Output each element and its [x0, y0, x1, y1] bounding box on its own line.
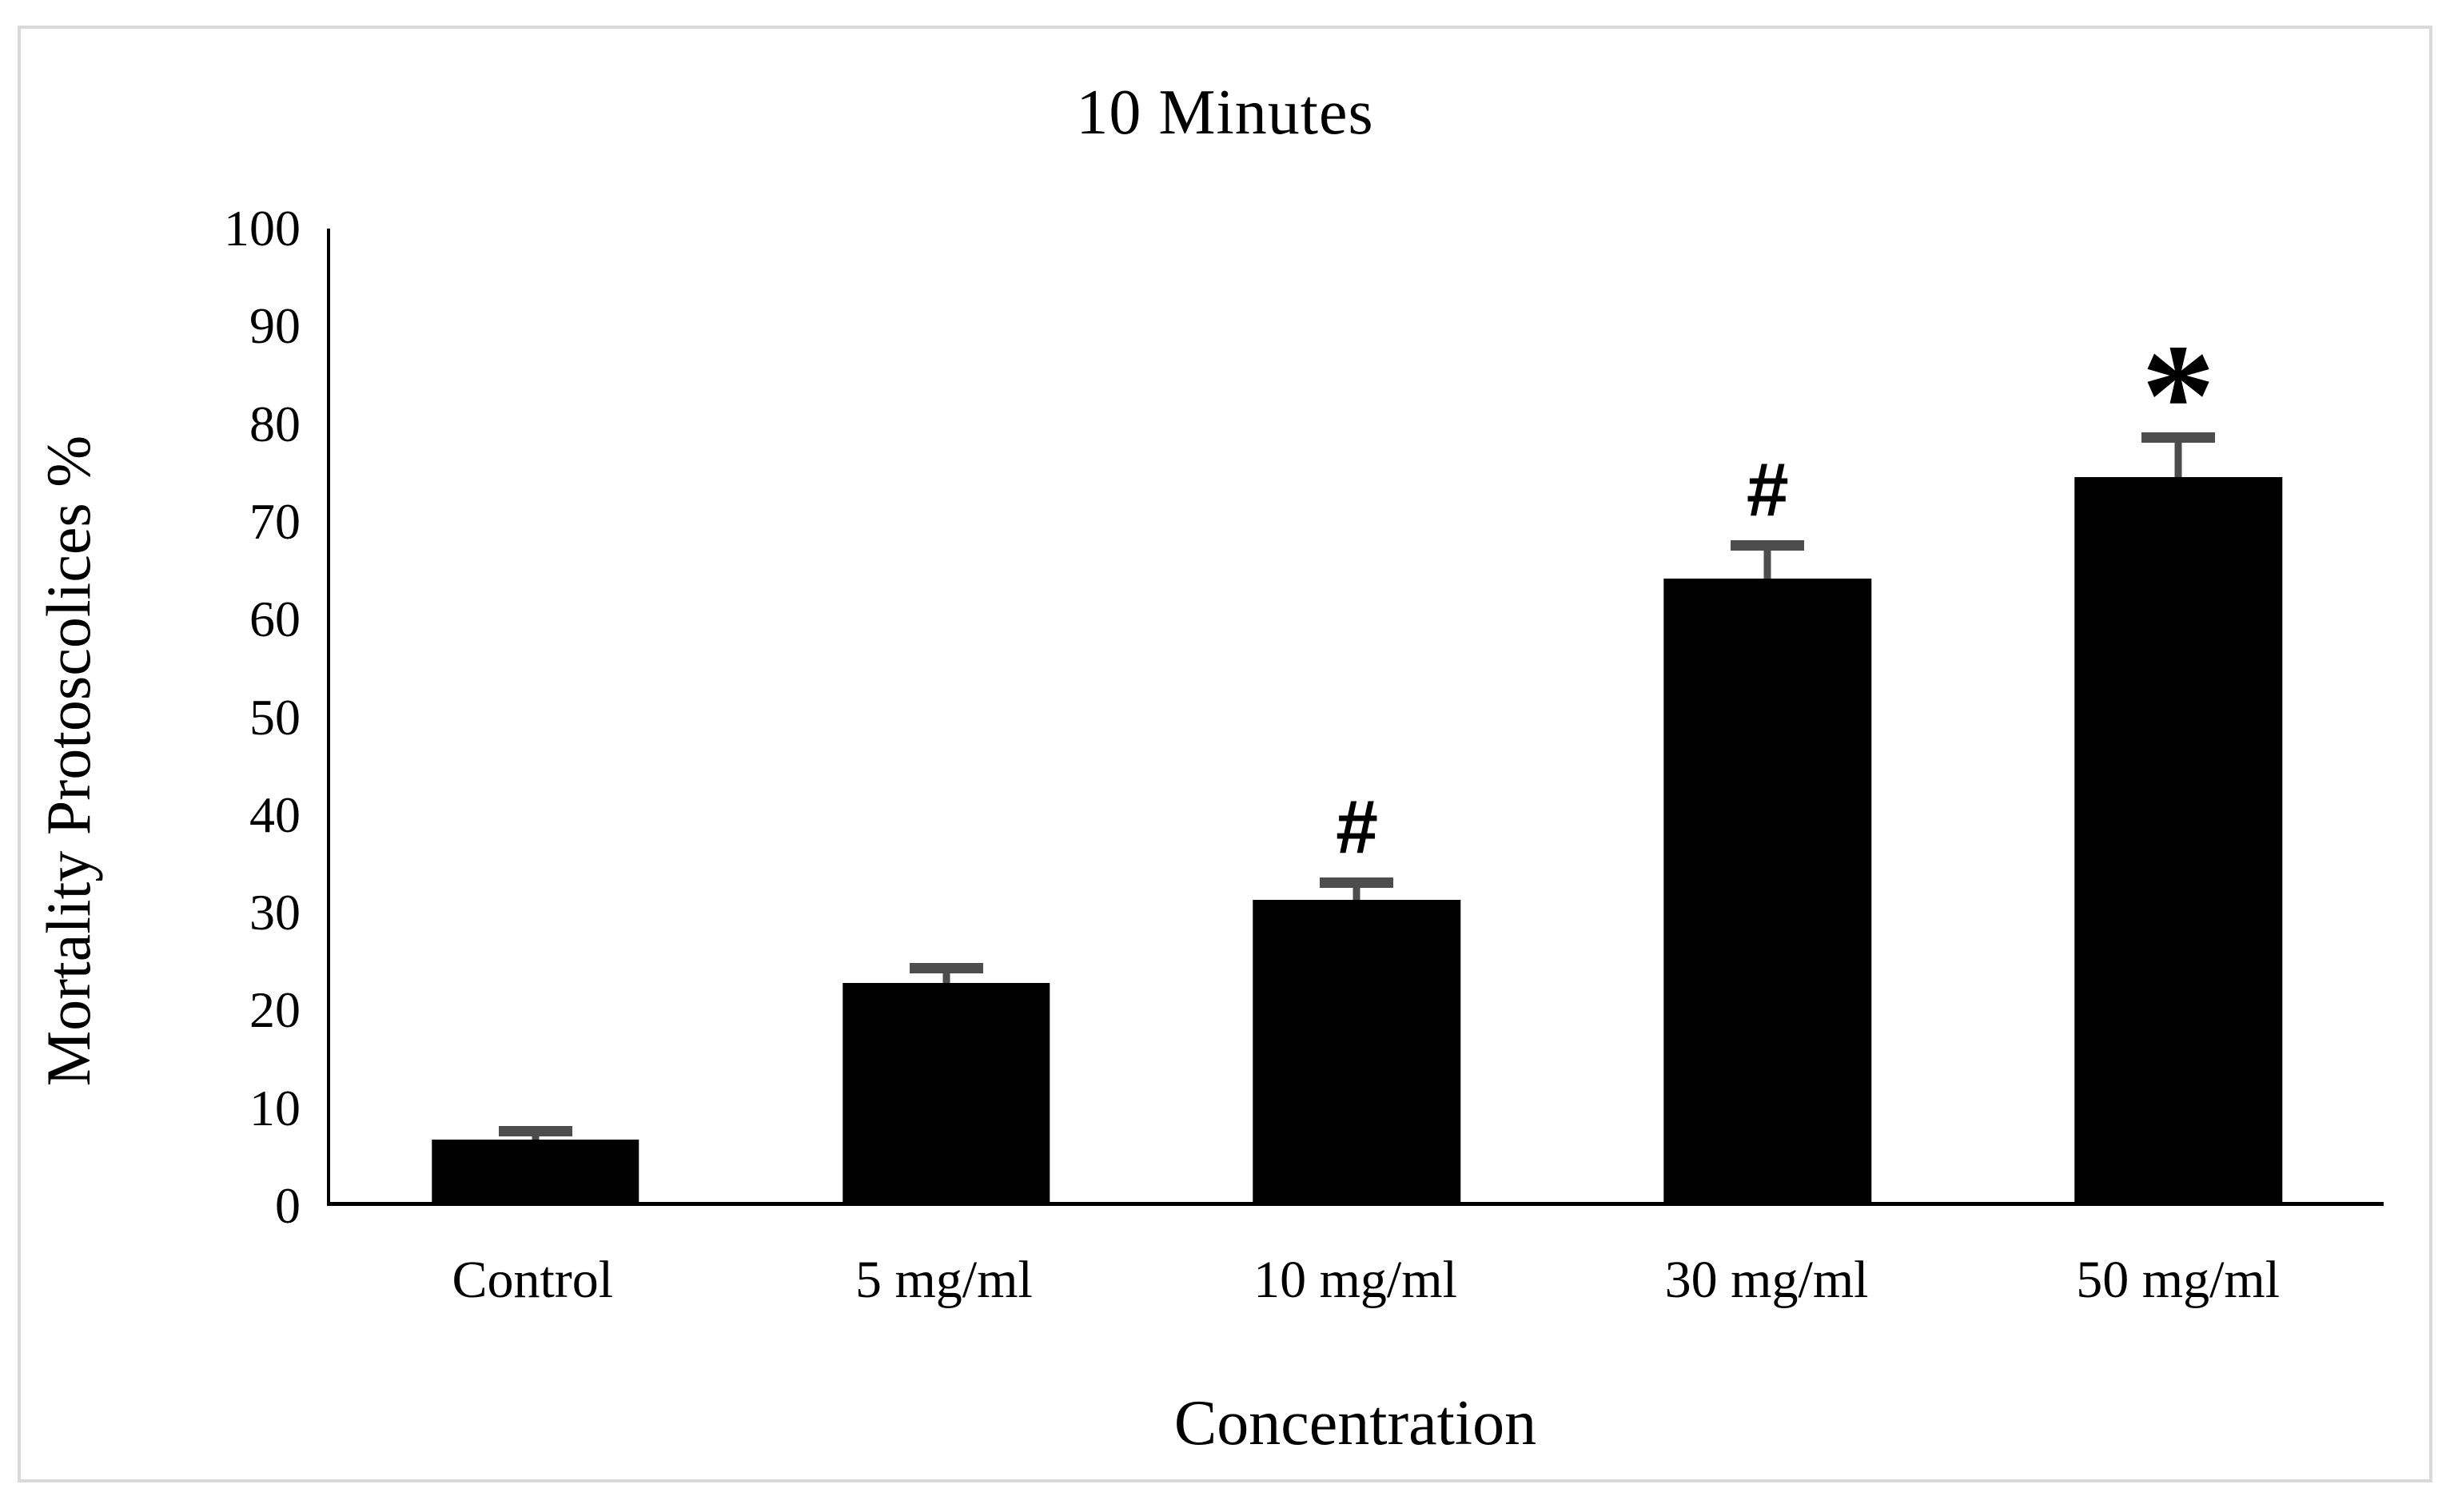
- plot-area: # # *: [327, 229, 2384, 1206]
- error-bar-cap: [498, 1126, 572, 1137]
- y-tick-label: 70: [249, 492, 301, 550]
- bar-slot: *: [1973, 229, 2384, 1202]
- error-bar-stem: [1763, 546, 1771, 579]
- y-tick-label: 10: [249, 1079, 301, 1136]
- x-axis-ticks: Control 5 mg/ml 10 mg/ml 30 mg/ml 50 mg/ml: [327, 1250, 2384, 1330]
- error-bar-stem: [2174, 437, 2182, 477]
- chart-title: 10 Minutes: [1076, 78, 1374, 148]
- x-tick-label: 50 mg/ml: [2076, 1251, 2281, 1309]
- bar: [2074, 476, 2282, 1202]
- error-bar-cap: [2141, 432, 2216, 443]
- x-axis-title: Concentration: [1173, 1388, 1537, 1458]
- bar: [1253, 900, 1461, 1202]
- bar-slot: #: [1562, 229, 1973, 1202]
- y-tick-label: 80: [249, 395, 301, 452]
- bar-slot: [330, 229, 741, 1202]
- bar: [432, 1140, 639, 1202]
- x-tick-label: 10 mg/ml: [1253, 1251, 1457, 1309]
- error-bar-stem: [1352, 882, 1360, 901]
- bar-slot: #: [1152, 229, 1563, 1202]
- y-tick-label: 90: [249, 297, 301, 355]
- y-tick-label: 40: [249, 786, 301, 843]
- x-tick-label: 30 mg/ml: [1664, 1251, 1869, 1309]
- error-bar-cap: [909, 962, 983, 973]
- x-tick-label: 5 mg/ml: [855, 1251, 1033, 1309]
- y-tick-label: 50: [249, 688, 301, 746]
- y-tick-label: 0: [275, 1177, 301, 1234]
- bar: [1663, 579, 1872, 1202]
- error-bar-cap: [1320, 877, 1394, 888]
- bar-slot: [741, 229, 1152, 1202]
- y-tick-label: 20: [249, 981, 301, 1039]
- y-axis-ticks: 0 10 20 30 40 50 60 70 80 90 100: [65, 203, 301, 1231]
- error-bar-stem: [942, 968, 950, 983]
- figure-frame: 10 Minutes Mortality Protoscolices % 0 10…: [18, 26, 2432, 1482]
- bar: [842, 982, 1050, 1202]
- x-tick-label: Control: [452, 1251, 614, 1309]
- error-bar-cap: [1731, 540, 1805, 551]
- y-tick-label: 30: [249, 884, 301, 941]
- y-tick-label: 100: [224, 200, 301, 257]
- y-tick-label: 60: [249, 591, 301, 648]
